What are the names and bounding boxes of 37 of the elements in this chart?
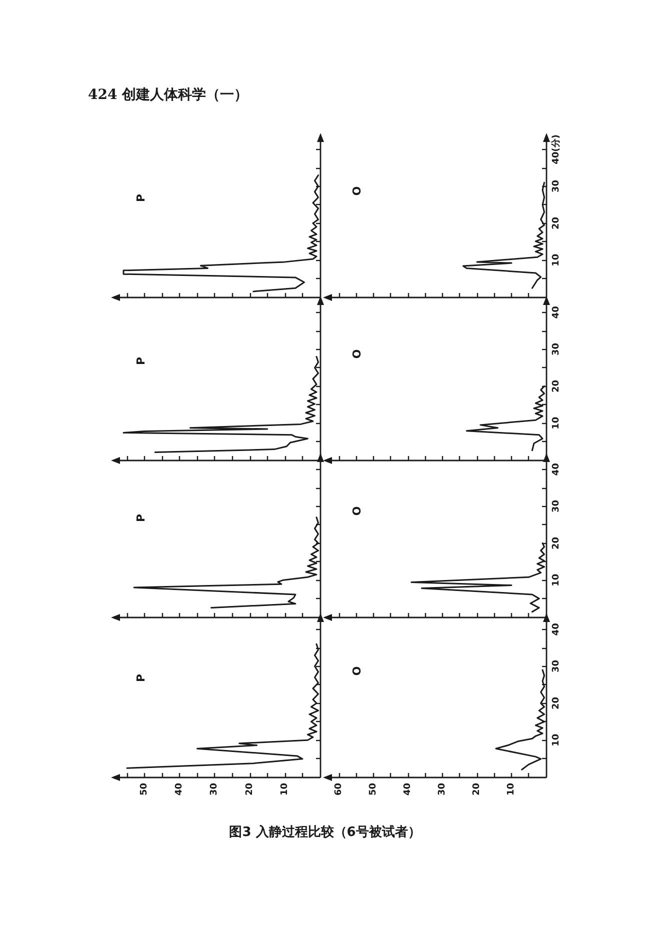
x-tick-label: 30 bbox=[210, 783, 220, 796]
y-tick-label: 40 bbox=[552, 623, 562, 636]
y-tick-label: 30 bbox=[552, 343, 562, 356]
x-tick-label: 40 bbox=[174, 783, 185, 796]
y-tick-label: 40(分) bbox=[550, 134, 562, 164]
y-tick-label: 30 bbox=[552, 180, 562, 193]
text: O bbox=[350, 349, 364, 359]
text: O bbox=[350, 666, 364, 676]
x-tick-label: 50 bbox=[368, 783, 378, 796]
text: O bbox=[350, 186, 364, 196]
y-tick-label: 10 bbox=[552, 574, 562, 586]
x-tick-label: 60 bbox=[334, 783, 344, 796]
y-tick-label: 30 bbox=[552, 500, 562, 513]
y-tick-label: 20 bbox=[552, 696, 562, 710]
text: 424 创建人体科学（一） bbox=[88, 86, 248, 104]
caption: 图3 入静过程比较（6号被试者） bbox=[229, 824, 421, 841]
x-tick-label: 20 bbox=[244, 783, 255, 796]
x-tick-label: 10 bbox=[506, 783, 516, 796]
y-tick-label: 40 bbox=[552, 306, 562, 319]
y-tick-label: 30 bbox=[552, 660, 562, 673]
y-tick-label: 10 bbox=[552, 734, 562, 746]
text: O bbox=[350, 506, 364, 516]
x-tick-label: 40 bbox=[402, 783, 413, 796]
y-tick-label: 20 bbox=[552, 380, 562, 392]
x-tick-label: 20 bbox=[472, 783, 482, 796]
y-tick-label: 10 bbox=[552, 254, 562, 266]
x-tick-label: 50 bbox=[140, 783, 150, 796]
y-tick-label: 20 bbox=[552, 536, 562, 550]
text: P bbox=[134, 356, 148, 366]
x-tick-label: 10 bbox=[280, 783, 290, 796]
y-tick-label: 20 bbox=[552, 216, 562, 230]
text: P bbox=[134, 514, 148, 522]
text: P bbox=[134, 674, 148, 682]
y-tick-label: 40 bbox=[552, 463, 562, 476]
y-tick-label: 10 bbox=[552, 416, 562, 430]
text: P bbox=[134, 194, 148, 202]
x-tick-label: 30 bbox=[437, 783, 448, 796]
